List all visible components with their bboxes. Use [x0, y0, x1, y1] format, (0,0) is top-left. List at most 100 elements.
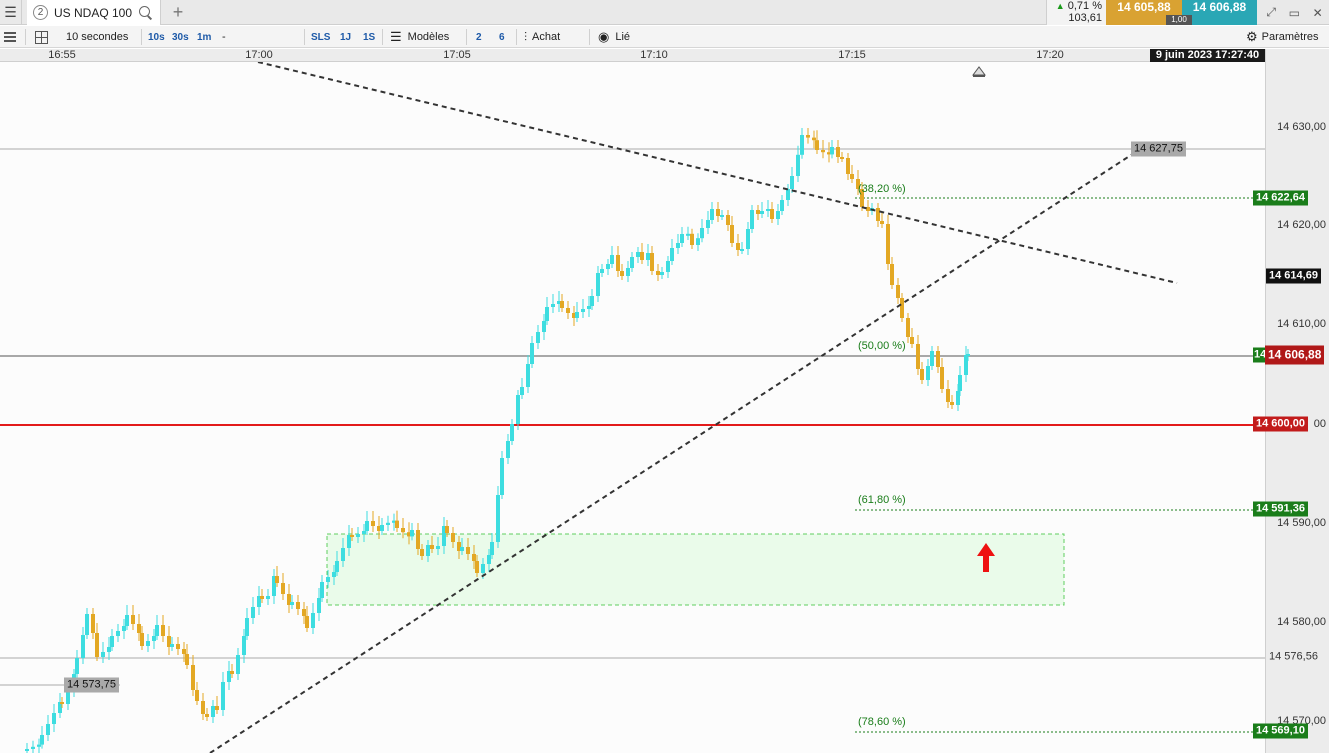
candle-body	[680, 234, 684, 243]
linked-button[interactable]: ◉ Lié	[598, 26, 630, 48]
candle-body	[365, 521, 369, 531]
models-button[interactable]: ☰ Modèles	[390, 26, 449, 48]
candle-body	[40, 735, 44, 745]
candle-body	[740, 249, 744, 251]
quantity-field[interactable]: 1,00	[1166, 15, 1192, 25]
list-icon[interactable]	[4, 26, 16, 48]
grid-icon[interactable]	[35, 26, 48, 48]
candle-body	[110, 636, 114, 647]
candle-body	[620, 271, 624, 276]
candle-body	[410, 530, 414, 537]
candle-body	[490, 542, 494, 555]
buy-price-button[interactable]: 14 606,88	[1182, 0, 1257, 25]
candle-body	[566, 308, 570, 313]
close-icon[interactable]: ✕	[1312, 5, 1323, 20]
instrument-number-badge: 2	[33, 5, 48, 20]
interval-10s-button[interactable]: 10s	[148, 31, 165, 43]
candle-body	[736, 243, 740, 250]
resistance-trendline[interactable]	[257, 62, 1178, 284]
candle-body	[242, 636, 246, 655]
demand-zone[interactable]	[326, 533, 1065, 606]
candle-body	[836, 147, 840, 157]
candle-body	[347, 535, 351, 548]
fib-50-price-tag[interactable]: 14 606,88	[1265, 345, 1325, 365]
candle-body	[205, 714, 209, 717]
interval-dropdown[interactable]: -	[222, 31, 226, 43]
interval-1s-button[interactable]: 1S	[363, 31, 376, 43]
candle-body	[964, 355, 968, 375]
interval-1j-button[interactable]: 1J	[340, 31, 352, 43]
minimize-icon[interactable]: ▭	[1288, 5, 1300, 20]
candle-body	[956, 391, 960, 405]
fib-618-price-tag[interactable]: 14 591,36	[1253, 501, 1308, 517]
candle-body	[710, 209, 714, 220]
support-trendline[interactable]	[209, 145, 1146, 753]
price-label: 14 620,00	[1277, 219, 1326, 231]
fib-50-stub-tag: 14	[1253, 347, 1267, 363]
price-axis[interactable]: 14 630,00 14 620,00 14 610,00 00 14 590,…	[1265, 49, 1329, 753]
price-chart[interactable]: (38,20 %) (50,00 %) (61,80 %) (78,60 %) …	[0, 62, 1265, 753]
candle-body	[846, 158, 850, 174]
candle-body	[170, 644, 174, 647]
scroll-marker-icon[interactable]	[972, 66, 986, 76]
candle-body	[167, 636, 171, 647]
interval-30s-button[interactable]: 30s	[172, 31, 189, 43]
fib-618-label: (61,80 %)	[858, 494, 906, 506]
layout-2-button[interactable]: 2	[476, 31, 482, 43]
fib-382-price-tag[interactable]: 14 622,64	[1253, 190, 1308, 206]
candle-body	[320, 582, 324, 598]
time-axis: 16:55 17:00 17:05 17:10 17:15 17:20	[0, 49, 1265, 62]
support-price-tag[interactable]: 14 600,00	[1253, 416, 1308, 432]
candle-body	[230, 671, 234, 674]
candle-body	[526, 364, 530, 387]
candle-body	[815, 140, 819, 150]
candle-body	[821, 150, 825, 153]
fib-786-price-tag[interactable]: 14 569,10	[1253, 723, 1308, 739]
candle-body	[125, 615, 129, 626]
candle-body	[696, 238, 700, 245]
candle-body	[81, 635, 85, 658]
candle-body	[317, 598, 321, 613]
chart-toolbar: 10 secondes 10s 30s 1m - SLS 1J 1S ☰ Mod…	[0, 26, 1329, 48]
candle-body	[670, 248, 674, 261]
candle-body	[37, 744, 41, 747]
candle-body	[52, 713, 56, 724]
search-icon[interactable]	[139, 5, 153, 20]
candlesticks	[25, 128, 970, 753]
sell-price-button[interactable]: 14 605,88	[1106, 0, 1182, 25]
hamburger-icon[interactable]: ☰	[0, 0, 22, 25]
candle-body	[195, 690, 199, 701]
candle-body	[401, 528, 405, 533]
time-label: 17:10	[640, 49, 668, 61]
low-marker-tag[interactable]: 14 573,75	[64, 677, 119, 693]
period-select[interactable]: 10 secondes	[66, 31, 129, 43]
add-tab-button[interactable]: +	[172, 2, 184, 22]
candle-body	[481, 564, 485, 573]
candle-body	[386, 522, 390, 525]
candle-body	[686, 233, 690, 236]
candle-body	[451, 533, 455, 542]
candle-body	[131, 615, 135, 624]
candle-body	[750, 210, 754, 229]
layout-6-button[interactable]: 6	[499, 31, 505, 43]
candle-body	[445, 526, 449, 533]
high-marker-tag[interactable]: 14 627,75	[1131, 141, 1186, 157]
expand-icon[interactable]: ⤢	[1266, 5, 1276, 19]
ask-price: 14 606,88	[1192, 0, 1247, 14]
candle-body	[587, 306, 591, 309]
candle-body	[211, 706, 215, 717]
candle-body	[640, 252, 644, 260]
candle-body	[536, 332, 540, 343]
candle-body	[272, 576, 276, 596]
settings-button[interactable]: ⚙ Paramètres	[1246, 26, 1319, 48]
buy-label: Achat	[532, 31, 561, 43]
candle-body	[91, 614, 95, 633]
instrument-tab[interactable]: 2 US NDAQ 100	[27, 0, 161, 25]
candle-body	[896, 285, 900, 298]
buy-button[interactable]: ⫶ Achat	[524, 26, 560, 48]
fib-786-label: (78,60 %)	[858, 716, 906, 728]
interval-1m-button[interactable]: 1m	[197, 31, 212, 43]
candle-body	[350, 535, 354, 537]
sls-button[interactable]: SLS	[311, 31, 331, 43]
